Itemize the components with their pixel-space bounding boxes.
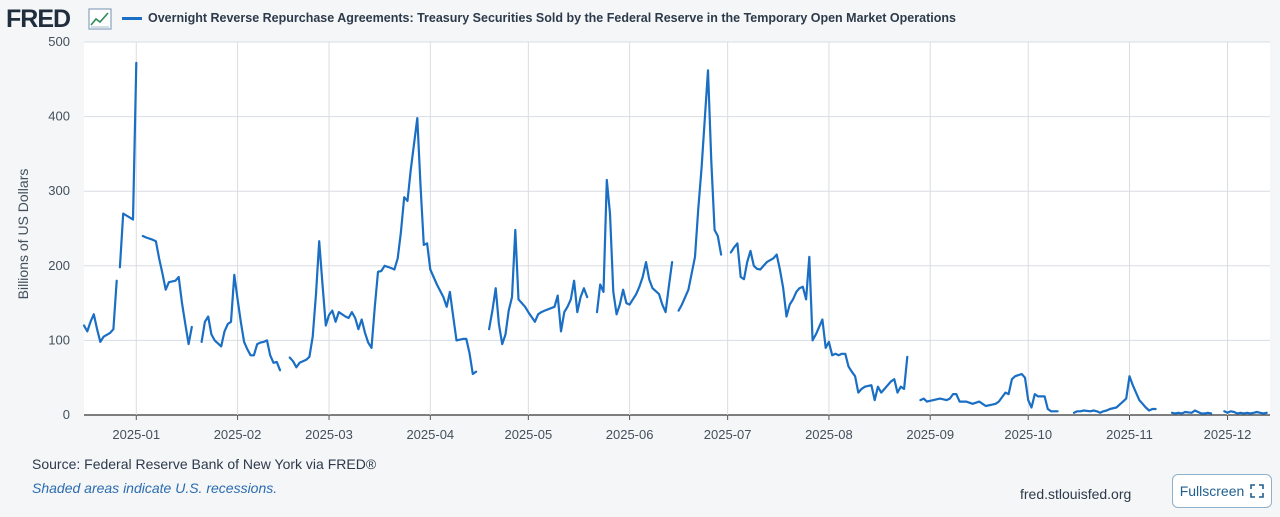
x-axis-ticks: 2025-01 2025-02 2025-03 2025-04 2025-05 2025-…: [112, 415, 1251, 442]
recession-note: Shaded areas indicate U.S. recessions.: [32, 480, 278, 496]
series-line-segment: [288, 116, 478, 376]
x-tick-label: 2025-01: [112, 427, 160, 442]
series-line-segment: [488, 228, 589, 346]
series-line-segment: [729, 242, 909, 402]
series-line-segment: [1170, 409, 1213, 415]
series-line-segment: [677, 69, 723, 312]
y-tick-label: 200: [48, 258, 70, 273]
x-tick-label: 2025-03: [305, 427, 353, 442]
y-tick-label: 0: [63, 407, 70, 422]
series-line-segment: [919, 372, 1059, 413]
site-link[interactable]: fred.stlouisfed.org: [1020, 486, 1132, 502]
y-tick-label: 300: [48, 183, 70, 198]
fullscreen-button[interactable]: Fullscreen: [1172, 474, 1272, 508]
x-tick-label: 2025-11: [1106, 427, 1153, 442]
x-tick-label: 2025-02: [214, 427, 262, 442]
y-axis-label: Billions of US Dollars: [15, 169, 31, 300]
chart-line-icon: [88, 8, 112, 30]
x-tick-label: 2025-09: [906, 427, 954, 442]
x-tick-label: 2025-10: [1004, 427, 1052, 442]
series-line-segment: [82, 279, 118, 343]
x-tick-label: 2025-04: [406, 427, 454, 442]
plot-area: [84, 42, 1270, 415]
legend-label: Overnight Reverse Repurchase Agreements:…: [148, 11, 956, 25]
series-lines: [82, 61, 1268, 415]
y-axis-ticks: 0 100 200 300 400 500: [48, 36, 70, 422]
series-line-segment: [200, 273, 282, 372]
series-line-segment: [595, 178, 674, 316]
x-tick-label: 2025-07: [704, 427, 752, 442]
y-tick-label: 100: [48, 332, 70, 347]
x-tick-label: 2025-06: [606, 427, 654, 442]
y-tick-label: 500: [48, 36, 70, 49]
series-line-segment: [1223, 410, 1268, 415]
x-tick-label: 2025-05: [504, 427, 552, 442]
legend: Overnight Reverse Repurchase Agreements:…: [122, 11, 956, 25]
series-line-segment: [118, 61, 138, 269]
source-text: Source: Federal Reserve Bank of New York…: [32, 456, 377, 472]
fullscreen-label: Fullscreen: [1179, 483, 1245, 499]
y-tick-label: 400: [48, 109, 70, 124]
x-tick-label: 2025-12: [1204, 427, 1252, 442]
x-tick-label: 2025-08: [805, 427, 853, 442]
legend-swatch: [122, 16, 142, 20]
fullscreen-icon: [1250, 484, 1265, 498]
chart-header: FRED Overnight Reverse Repurchase Agreem…: [0, 0, 1280, 40]
series-line-segment: [141, 234, 193, 346]
series-line-segment: [1072, 375, 1157, 414]
fred-logo[interactable]: FRED: [6, 5, 71, 33]
grid-lines: [84, 41, 1270, 416]
